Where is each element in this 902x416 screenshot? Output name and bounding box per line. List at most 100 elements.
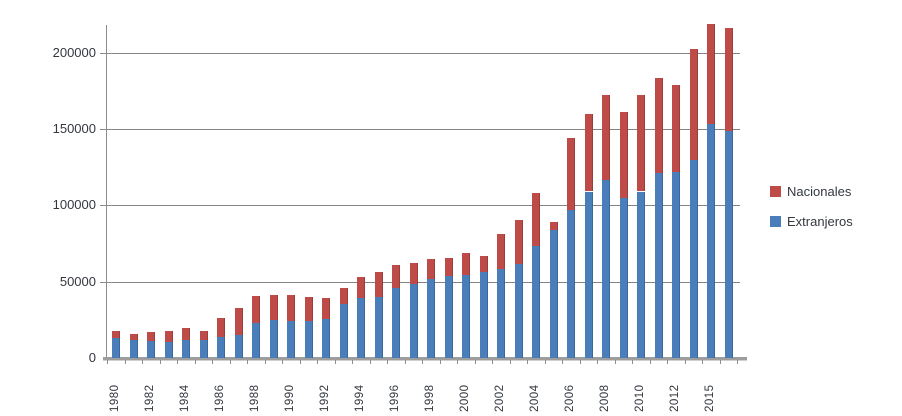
x-axis-tick — [579, 360, 581, 364]
y-axis-tick-label: 100000 — [52, 197, 96, 213]
nacionales-swatch-icon — [770, 186, 781, 197]
bar-segment-nacionales-1980 — [112, 331, 120, 339]
x-axis-tick-label: 2006 — [564, 384, 576, 412]
x-axis-tick — [229, 360, 231, 364]
bar-segment-nacionales-2012 — [672, 85, 680, 172]
x-axis-tick-label: 2012 — [669, 384, 681, 412]
x-axis-tick-label: 2002 — [494, 384, 506, 412]
x-axis-tick — [124, 360, 126, 364]
x-axis-tick — [509, 360, 511, 364]
x-axis-tick — [492, 360, 494, 364]
legend-item-extranjeros: Extranjeros — [770, 215, 853, 228]
x-axis — [103, 357, 747, 361]
bar-segment-nacionales-2005 — [549, 222, 558, 230]
x-axis-tick-label: 1982 — [144, 384, 156, 412]
bar-segment-extranjeros-1992 — [322, 319, 330, 358]
x-axis-tick — [702, 360, 704, 364]
legend: Nacionales Extranjeros — [770, 185, 853, 245]
bar-segment-nacionales-1993 — [339, 287, 348, 304]
bar-segment-nacionales-1986 — [217, 317, 225, 338]
x-axis-tick-label: 2004 — [529, 384, 541, 412]
bar-segment-extranjeros-1980 — [112, 338, 120, 358]
bar-segment-nacionales-2001 — [479, 255, 488, 273]
x-axis-tick-label: 1994 — [354, 384, 366, 412]
bar-segment-nacionales-1992 — [322, 298, 330, 320]
bar-segment-extranjeros-1996 — [392, 287, 400, 358]
x-axis-tick — [544, 360, 546, 364]
x-axis-tick-label: 1998 — [424, 384, 436, 412]
x-axis-tick — [352, 360, 354, 364]
x-axis-tick — [439, 360, 441, 364]
bar-segment-nacionales-1996 — [392, 264, 400, 288]
bar-segment-nacionales-1989 — [269, 295, 278, 320]
bar-segment-nacionales-2011 — [654, 78, 663, 174]
bar-segment-extranjeros-2010 — [637, 191, 645, 358]
bar-segment-nacionales-1982 — [147, 332, 155, 342]
bar-segment-nacionales-2008 — [602, 95, 610, 181]
x-axis-tick-label: 2000 — [459, 384, 471, 412]
bar-segment-nacionales-1981 — [129, 333, 138, 341]
x-axis-tick-label: 1996 — [389, 384, 401, 412]
y-axis-tick-label: 0 — [88, 350, 96, 365]
bar-segment-nacionales-2003 — [514, 219, 523, 265]
bar-segment-nacionales-1997 — [409, 263, 418, 284]
x-axis-tick-label: 2010 — [634, 384, 646, 412]
x-axis-tick — [194, 360, 196, 364]
x-axis-tick — [212, 360, 214, 364]
x-axis-tick — [107, 360, 109, 364]
bar-segment-extranjeros-1995 — [374, 296, 383, 358]
y-axis-tick-label: 200000 — [52, 44, 96, 60]
x-axis-tick — [369, 360, 371, 364]
bar-segment-extranjeros-2005 — [549, 229, 558, 358]
x-axis-tick-label: 1986 — [214, 384, 226, 412]
bar-segment-nacionales-1999 — [444, 257, 453, 277]
x-axis-tick — [614, 360, 616, 364]
bar-segment-nacionales-1994 — [357, 277, 365, 299]
bar-segment-nacionales-1991 — [304, 296, 313, 321]
bar-segment-nacionales-2015 — [724, 28, 733, 132]
x-axis-tick — [282, 360, 284, 364]
bar-segment-extranjeros-2012 — [672, 171, 680, 358]
bar-segment-extranjeros-1982 — [147, 341, 155, 358]
x-axis-tick — [264, 360, 266, 364]
bar-segment-nacionales-2006 — [567, 138, 575, 210]
x-axis-tick — [404, 360, 406, 364]
x-axis-tick — [684, 360, 686, 364]
bar-segment-extranjeros-2000 — [462, 274, 470, 358]
bar-segment-nacionales-1988 — [252, 296, 260, 323]
bar-segment-extranjeros-1988 — [252, 322, 260, 358]
bar-segment-extranjeros-1985 — [199, 339, 208, 358]
bar-segment-extranjeros-2008 — [602, 180, 610, 358]
y-axis-tick-label: 150000 — [52, 120, 96, 136]
x-axis-tick-label: 1980 — [109, 384, 121, 412]
bar-segment-extranjeros-1989 — [269, 319, 278, 358]
bar-segment-extranjeros-2014 — [707, 124, 715, 358]
gridline-150000 — [106, 128, 740, 130]
bar-segment-extranjeros-1984 — [182, 340, 190, 358]
bar-segment-extranjeros-1987 — [234, 335, 243, 358]
bar-segment-extranjeros-2015 — [724, 131, 733, 358]
bar-segment-extranjeros-1993 — [339, 303, 348, 358]
x-axis-tick-label: 1992 — [319, 384, 331, 412]
x-axis-tick-label: 1984 — [179, 384, 191, 412]
x-axis-tick — [562, 360, 564, 364]
x-axis-tick-label: 2008 — [599, 384, 611, 412]
x-axis-tick — [667, 360, 669, 364]
x-axis-tick — [334, 360, 336, 364]
bar-segment-extranjeros-1983 — [164, 341, 173, 358]
x-axis-tick-label: 2015 — [704, 384, 716, 412]
bar-segment-extranjeros-2003 — [514, 264, 523, 358]
bar-segment-extranjeros-1997 — [409, 283, 418, 358]
bar-segment-extranjeros-1991 — [304, 320, 313, 358]
bar-segment-extranjeros-2013 — [689, 160, 698, 358]
bar-segment-nacionales-2007 — [584, 113, 593, 192]
bar-segment-nacionales-2014 — [707, 24, 715, 125]
x-axis-tick — [649, 360, 651, 364]
x-axis-tick-label: 1988 — [249, 384, 261, 412]
extranjeros-swatch-icon — [770, 216, 781, 227]
y-axis-tick-label: 50000 — [59, 273, 96, 289]
x-axis-tick — [247, 360, 249, 364]
bar-segment-extranjeros-1999 — [444, 276, 453, 358]
bar-segment-nacionales-2010 — [637, 94, 645, 192]
bar-segment-nacionales-2013 — [689, 48, 698, 161]
